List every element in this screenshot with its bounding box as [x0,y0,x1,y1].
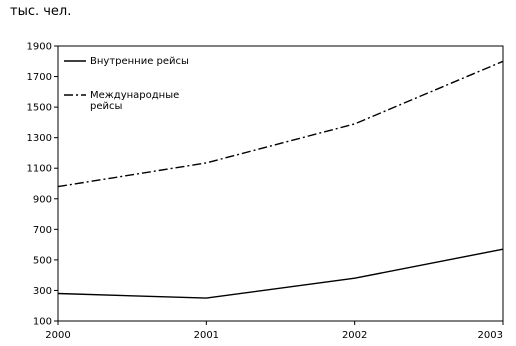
legend-label: рейсы [90,101,122,112]
series-line-international [57,60,504,188]
y-axis: 100 300 500 700 900 1100 1300 1500 1700 1900 [27,42,58,328]
y-tick-label: 1500 [27,103,52,114]
legend-label: Международные [90,90,179,101]
x-tick-label: 2002 [342,330,367,341]
x-tick-label: 2003 [478,330,503,341]
series-layer [57,60,504,299]
unit-label: тыс. чел. [10,4,72,19]
y-tick-label: 1300 [27,133,52,144]
x-tick-label: 2001 [194,330,219,341]
y-tick-label: 1100 [27,164,52,175]
series-line-domestic [57,248,504,299]
y-tick-label: 1700 [27,72,52,83]
y-tick-label: 900 [33,194,52,205]
x-tick-label: 2000 [45,330,70,341]
legend-entry-domestic: Внутренние рейсы [64,56,189,67]
y-tick-label: 300 [33,286,52,297]
y-tick-label: 700 [33,225,52,236]
y-tick-label: 1900 [27,42,52,53]
x-axis: 2000 2001 2002 2003 [45,321,504,341]
y-tick-label: 100 [33,317,52,328]
y-tick-label: 500 [33,255,52,266]
legend-label: Внутренние рейсы [90,56,189,67]
plot-frame [57,45,504,322]
